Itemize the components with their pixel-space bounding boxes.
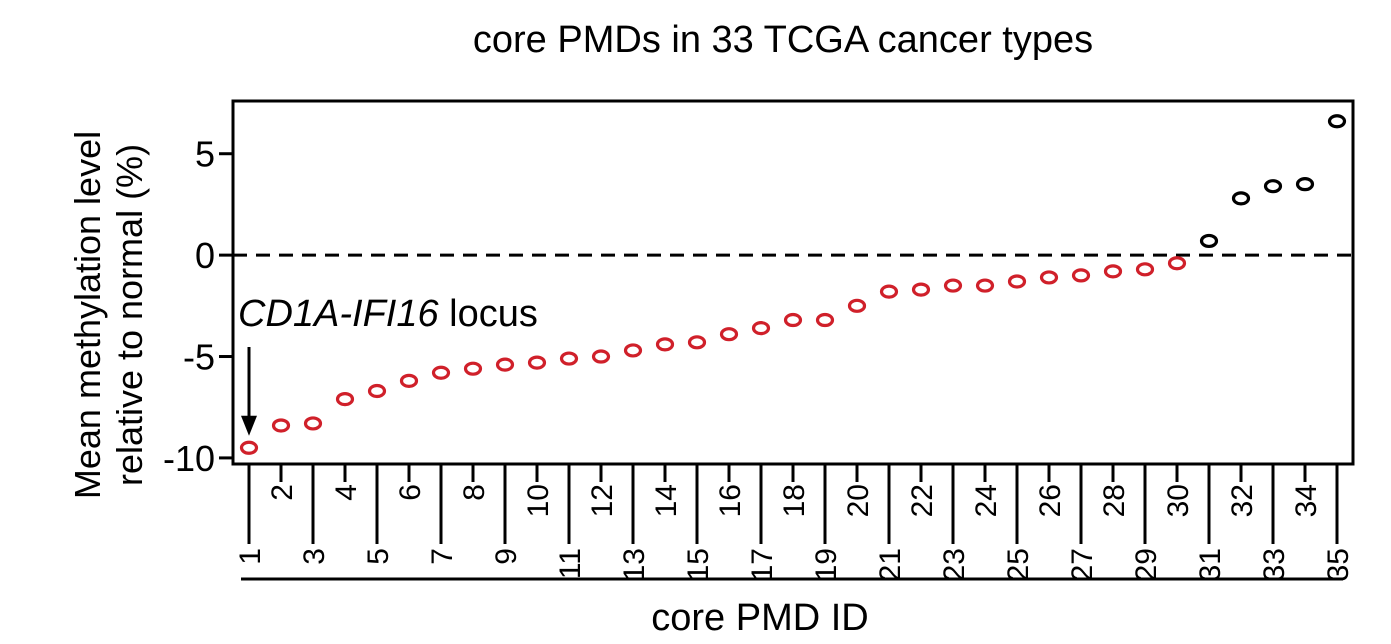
annotation-gene: CD1A-IFI16 <box>238 293 439 335</box>
data-point <box>1135 262 1155 277</box>
data-point <box>1039 270 1059 285</box>
data-point <box>1231 191 1251 206</box>
x-tick-label: 28 <box>1098 484 1131 517</box>
x-tick-label: 13 <box>618 548 651 581</box>
data-point <box>1103 264 1123 279</box>
y-tick-label: 5 <box>195 134 215 175</box>
data-point <box>335 392 355 407</box>
x-tick-label: 5 <box>362 548 395 565</box>
x-tick-label: 10 <box>522 484 555 517</box>
x-tick-label: 25 <box>1002 548 1035 581</box>
data-point <box>911 282 931 297</box>
x-tick-label: 35 <box>1322 548 1355 581</box>
data-point <box>399 373 419 388</box>
annotation-arrow-head <box>241 415 257 436</box>
data-point <box>1295 177 1315 192</box>
x-tick-label: 16 <box>714 484 747 517</box>
data-point <box>495 357 515 372</box>
data-point <box>1199 233 1219 249</box>
x-tick-label: 23 <box>938 548 971 581</box>
data-point <box>1263 179 1283 194</box>
x-tick-label: 22 <box>906 484 939 517</box>
data-point <box>1071 268 1091 283</box>
plot-frame <box>231 99 1355 466</box>
y-tick-label: 0 <box>195 235 215 276</box>
x-tick-label: 32 <box>1226 484 1259 517</box>
annotation-label: CD1A-IFI16 locus <box>238 293 538 335</box>
x-axis: 1234567891011121314151617181920212223242… <box>234 464 1355 581</box>
y-tick-label: -10 <box>163 438 215 479</box>
y-tick-label: -5 <box>183 337 215 378</box>
data-point <box>783 312 803 328</box>
data-point <box>751 321 771 336</box>
data-point <box>815 312 835 328</box>
x-tick-label: 33 <box>1258 548 1291 581</box>
x-tick-label: 14 <box>650 484 683 517</box>
y-axis-label: Mean methylation level relative to norma… <box>67 131 150 499</box>
x-tick-label: 24 <box>970 484 1003 517</box>
x-tick-label: 30 <box>1162 484 1195 517</box>
data-point <box>655 337 675 352</box>
data-point <box>1007 274 1027 289</box>
data-point <box>527 355 547 370</box>
data-point <box>303 416 323 431</box>
data-point <box>719 327 739 342</box>
x-tick-label: 9 <box>490 548 523 565</box>
data-point <box>847 298 867 313</box>
chart-title: core PMDs in 33 TCGA cancer types <box>473 19 1093 61</box>
x-tick-label: 29 <box>1130 548 1163 581</box>
y-axis-label-line2: relative to normal (%) <box>109 144 150 486</box>
x-tick-label: 7 <box>426 548 459 565</box>
x-tick-label: 2 <box>266 484 299 501</box>
data-points <box>239 114 1347 455</box>
x-axis-label: core PMD ID <box>651 597 868 639</box>
annotation-suffix: locus <box>439 293 538 335</box>
x-tick-label: 31 <box>1194 548 1227 581</box>
y-axis-label-line1: Mean methylation level <box>67 131 108 499</box>
x-tick-label: 34 <box>1290 484 1323 517</box>
x-tick-label: 20 <box>842 484 875 517</box>
data-point <box>623 343 643 358</box>
data-point <box>463 361 483 376</box>
locus-annotation: CD1A-IFI16 locus <box>238 293 538 436</box>
data-point <box>591 349 611 364</box>
x-tick-label: 15 <box>682 548 715 581</box>
x-tick-label: 19 <box>810 548 843 581</box>
x-tick-label: 21 <box>874 548 907 581</box>
x-tick-label: 26 <box>1034 484 1067 517</box>
x-tick-label: 17 <box>746 548 779 581</box>
y-axis: -10 -5 0 5 <box>163 134 233 479</box>
data-point <box>559 351 579 366</box>
x-tick-label: 18 <box>778 484 811 517</box>
data-point <box>1167 256 1187 271</box>
data-point <box>239 440 259 455</box>
x-tick-label: 1 <box>234 548 267 565</box>
x-tick-label: 27 <box>1066 548 1099 581</box>
data-point <box>975 278 995 293</box>
data-point <box>879 284 899 299</box>
data-point <box>1327 114 1347 129</box>
data-point <box>431 365 451 380</box>
x-tick-label: 12 <box>586 484 619 517</box>
x-tick-label: 11 <box>554 548 587 579</box>
x-tick-label: 6 <box>394 484 427 501</box>
x-tick-label: 4 <box>330 484 363 501</box>
data-point <box>367 383 387 399</box>
data-point <box>687 335 707 350</box>
data-point <box>271 418 291 433</box>
x-tick-label: 8 <box>458 484 491 501</box>
data-point <box>943 278 963 293</box>
x-tick-label: 3 <box>298 548 331 565</box>
